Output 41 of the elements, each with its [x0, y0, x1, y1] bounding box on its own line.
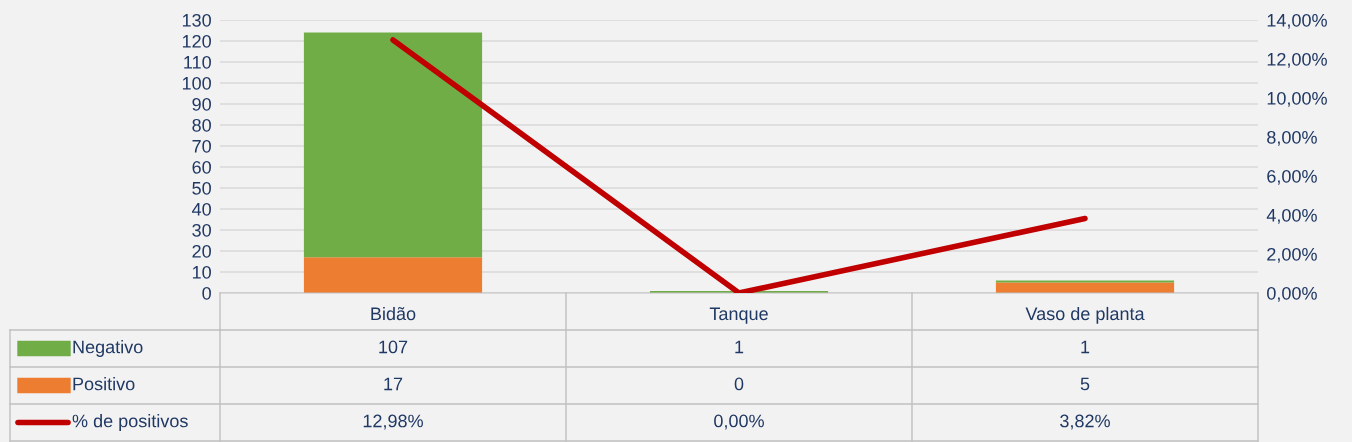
y-tick-label: 110: [184, 55, 211, 69]
y2-tick-label: 6,00%: [1267, 169, 1317, 185]
data-label: 1: [1081, 340, 1090, 354]
legend-label: % de positivos: [72, 414, 188, 431]
data-label: 3,82%: [1060, 414, 1110, 430]
y-tick-label: 70: [192, 139, 211, 153]
y-tick-label: 130: [182, 13, 211, 27]
bar: [995, 282, 1175, 293]
y-tick-label: 50: [192, 181, 211, 195]
x-tick-label: Bidão: [371, 306, 416, 321]
y2-tick-label: 2,00%: [1267, 247, 1317, 263]
data-label: 5: [1080, 377, 1090, 391]
bar: [303, 32, 483, 258]
x-tick-label: Tanque: [709, 307, 768, 324]
y2-tick-label: 10,00%: [1267, 91, 1327, 107]
y-tick-label: 100: [182, 76, 211, 90]
y-tick-label: 60: [192, 160, 211, 174]
y-tick-label: 40: [192, 202, 211, 216]
data-label: 12,98%: [363, 414, 423, 430]
y-tick-label: 90: [192, 97, 211, 111]
bar: [303, 257, 483, 293]
x-tick-label: Vaso de planta: [1025, 306, 1145, 324]
y2-tick-label: 14,00%: [1267, 13, 1327, 29]
y2-tick-label: 12,00%: [1267, 52, 1327, 68]
y-tick-label: 10: [192, 265, 211, 279]
y2-tick-label: 4,00%: [1266, 208, 1317, 224]
y2-tick-label: 0,00%: [1267, 286, 1317, 302]
data-label: 1: [735, 340, 744, 354]
data-label: 17: [384, 377, 403, 391]
legend-label: Negativo: [73, 340, 143, 357]
data-label: 107: [379, 340, 408, 354]
y-tick-label: 30: [192, 223, 211, 237]
y-tick-label: 0: [202, 286, 211, 300]
data-label: 0: [734, 377, 744, 391]
legend-label: Positivo: [73, 377, 135, 391]
y2-tick-label: 8,00%: [1267, 130, 1317, 146]
data-label: 0,00%: [714, 414, 764, 430]
y-tick-label: 20: [192, 244, 211, 258]
y-tick-label: 120: [182, 34, 211, 48]
bar: [995, 280, 1175, 283]
y-tick-label: 80: [192, 118, 211, 132]
